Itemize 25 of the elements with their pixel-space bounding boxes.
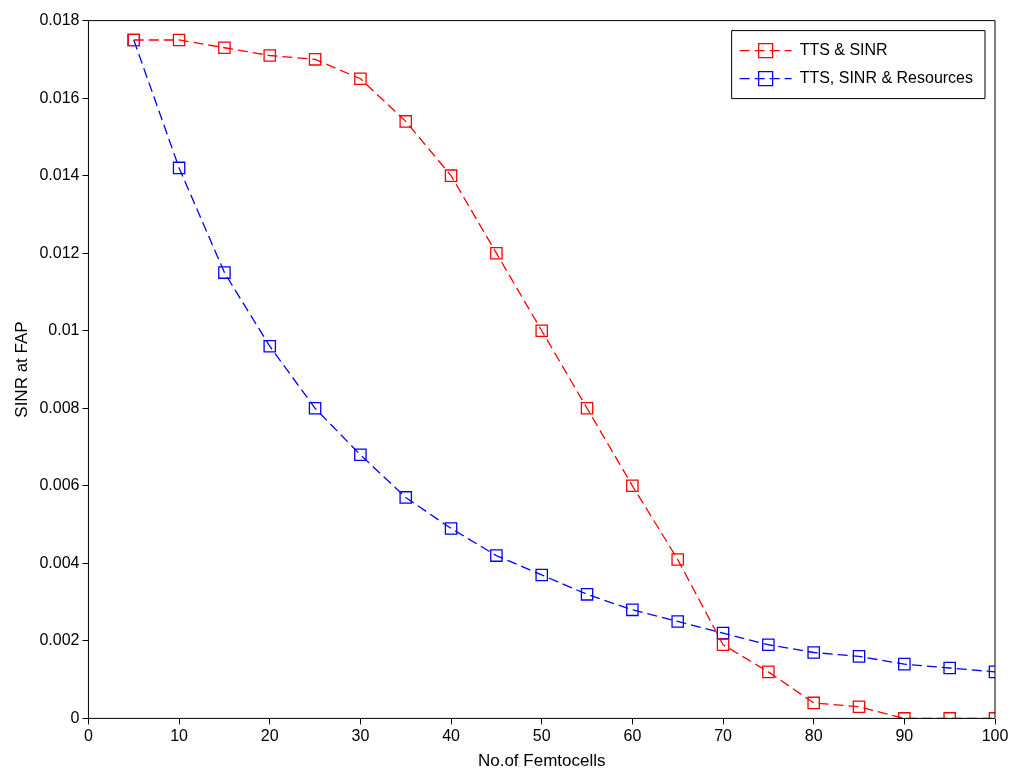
x-tick-label: 60 xyxy=(623,727,642,745)
x-tick-label: 50 xyxy=(532,727,551,745)
y-tick-label: 0.01 xyxy=(48,321,80,339)
y-tick-label: 0.014 xyxy=(39,166,80,184)
x-axis-title: No.of Femtocells xyxy=(477,751,606,771)
x-tick-label: 30 xyxy=(351,727,370,745)
x-tick-label: 90 xyxy=(895,727,914,745)
y-tick-label: 0.006 xyxy=(39,476,80,494)
x-tick-label: 0 xyxy=(83,727,93,745)
x-tick-label: 70 xyxy=(714,727,733,745)
x-tick-label: 40 xyxy=(442,727,461,745)
x-tick-label: 20 xyxy=(260,727,279,745)
legend-label: TTS, SINR & Resources xyxy=(799,69,973,87)
y-tick-label: 0.012 xyxy=(39,243,80,261)
y-tick-label: 0 xyxy=(70,708,80,726)
x-tick-label: 10 xyxy=(170,727,189,745)
x-tick-label: 80 xyxy=(804,727,823,745)
y-tick-label: 0.018 xyxy=(39,11,80,29)
y-tick-label: 0.002 xyxy=(39,631,80,649)
y-tick-label: 0.004 xyxy=(39,553,80,571)
x-tick-label: 100 xyxy=(981,727,1009,745)
y-tick-label: 0.008 xyxy=(39,398,80,416)
y-axis-title: SINR at FAP xyxy=(11,321,31,418)
y-tick-label: 0.016 xyxy=(39,88,80,106)
legend-label: TTS & SINR xyxy=(799,41,888,59)
